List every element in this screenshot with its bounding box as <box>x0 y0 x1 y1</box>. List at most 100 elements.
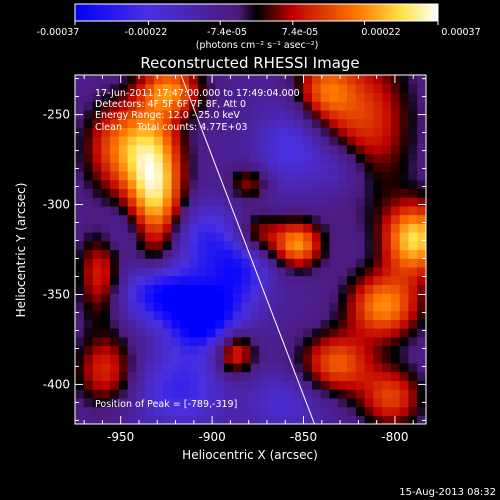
heatmap-cell <box>294 188 304 198</box>
heatmap-cell <box>399 144 410 155</box>
heatmap-cell <box>320 118 331 128</box>
heatmap-cell <box>417 397 426 408</box>
heatmap-cell <box>259 415 269 424</box>
heatmap-cell <box>110 371 120 381</box>
heatmap-cell <box>197 188 208 198</box>
heatmap-cell <box>241 118 252 128</box>
heatmap-cell <box>399 293 410 303</box>
heatmap-cell <box>110 153 120 163</box>
heatmap-cell <box>338 197 348 207</box>
heatmap-cell <box>276 336 287 347</box>
heatmap-cell <box>232 109 243 120</box>
heatmap-cell <box>338 109 348 120</box>
heatmap-cell <box>180 92 190 102</box>
heatmap-cell <box>276 170 287 181</box>
heatmap-cell <box>347 127 357 137</box>
heatmap-cell <box>294 92 304 102</box>
heatmap-cell <box>189 397 199 408</box>
heatmap-cell <box>259 223 269 233</box>
info-line-detectors: Detectors: 4F 5F 6F 7F 8F, Att 0 <box>95 99 246 110</box>
heatmap-cell <box>127 362 138 373</box>
heatmap-cell <box>180 75 190 85</box>
heatmap-cell <box>197 232 208 242</box>
heatmap-cell <box>153 153 164 163</box>
heatmap-cell <box>153 301 164 312</box>
heatmap-cell <box>294 109 304 120</box>
heatmap-cell <box>320 153 331 163</box>
heatmap-cell <box>373 249 383 259</box>
heatmap-cell <box>232 319 243 329</box>
heatmap-cell <box>311 101 322 111</box>
heatmap-cell <box>390 371 401 381</box>
heatmap-cell <box>145 258 155 268</box>
heatmap-cell <box>338 118 348 128</box>
heatmap-cell <box>206 240 216 251</box>
heatmap-cell <box>373 284 383 294</box>
heatmap-cell <box>92 415 102 424</box>
heatmap-cell <box>206 83 216 94</box>
y-tick-label: -400 <box>43 377 70 391</box>
heatmap-cell <box>180 197 190 207</box>
heatmap-cell <box>92 232 102 242</box>
heatmap-cell <box>145 109 155 120</box>
heatmap-cell <box>189 284 199 294</box>
heatmap-cell <box>347 197 357 207</box>
heatmap-cell <box>408 118 418 128</box>
heatmap-cell <box>153 249 164 259</box>
heatmap-cell <box>127 75 138 85</box>
heatmap-cell <box>241 153 252 163</box>
heatmap-cell <box>311 258 322 268</box>
heatmap-cell <box>101 153 111 163</box>
heatmap-cell <box>347 179 357 190</box>
heatmap-cell <box>329 162 339 172</box>
heatmap-cell <box>127 319 138 329</box>
heatmap-cell <box>390 249 401 259</box>
heatmap-cell <box>171 310 181 320</box>
heatmap-cell <box>75 389 85 399</box>
heatmap-cell <box>118 415 129 424</box>
heatmap-cell <box>206 162 216 172</box>
heatmap-cell <box>390 284 401 294</box>
heatmap-cell <box>338 328 348 338</box>
heatmap-cell <box>215 188 225 198</box>
heatmap-cell <box>355 319 366 329</box>
heatmap-cell <box>382 179 392 190</box>
heatmap-cell <box>338 380 348 390</box>
heatmap-cell <box>382 170 392 181</box>
heatmap-cell <box>83 336 94 347</box>
heatmap-cell <box>311 389 322 399</box>
heatmap-cell <box>241 406 252 416</box>
heatmap-cell <box>347 101 357 111</box>
heatmap-cell <box>92 397 102 408</box>
heatmap-cell <box>92 144 102 155</box>
heatmap-cell <box>338 144 348 155</box>
heatmap-cell <box>390 127 401 137</box>
heatmap-cell <box>382 197 392 207</box>
heatmap-cell <box>259 153 269 163</box>
heatmap-cell <box>285 310 295 320</box>
heatmap-cell <box>303 144 313 155</box>
heatmap-cell <box>101 345 111 355</box>
heatmap-cell <box>268 266 278 277</box>
heatmap-cell <box>417 362 426 373</box>
heatmap-cell <box>241 362 252 373</box>
heatmap-cell <box>294 258 304 268</box>
heatmap-cell <box>382 415 392 424</box>
heatmap-cell <box>153 162 164 172</box>
heatmap-cell <box>145 153 155 163</box>
heatmap-cell <box>259 389 269 399</box>
heatmap-cell <box>224 188 234 198</box>
heatmap-cell <box>329 205 339 216</box>
heatmap-cell <box>382 249 392 259</box>
heatmap-cell <box>189 232 199 242</box>
heatmap-cell <box>127 406 138 416</box>
heatmap-cell <box>329 397 339 408</box>
heatmap-cell <box>329 179 339 190</box>
heatmap-cell <box>259 336 269 347</box>
heatmap-cell <box>215 389 225 399</box>
heatmap-cell <box>153 214 164 224</box>
heatmap-cell <box>232 284 243 294</box>
heatmap-cell <box>136 136 146 146</box>
heatmap-cell <box>206 232 216 242</box>
heatmap-cell <box>171 83 181 94</box>
